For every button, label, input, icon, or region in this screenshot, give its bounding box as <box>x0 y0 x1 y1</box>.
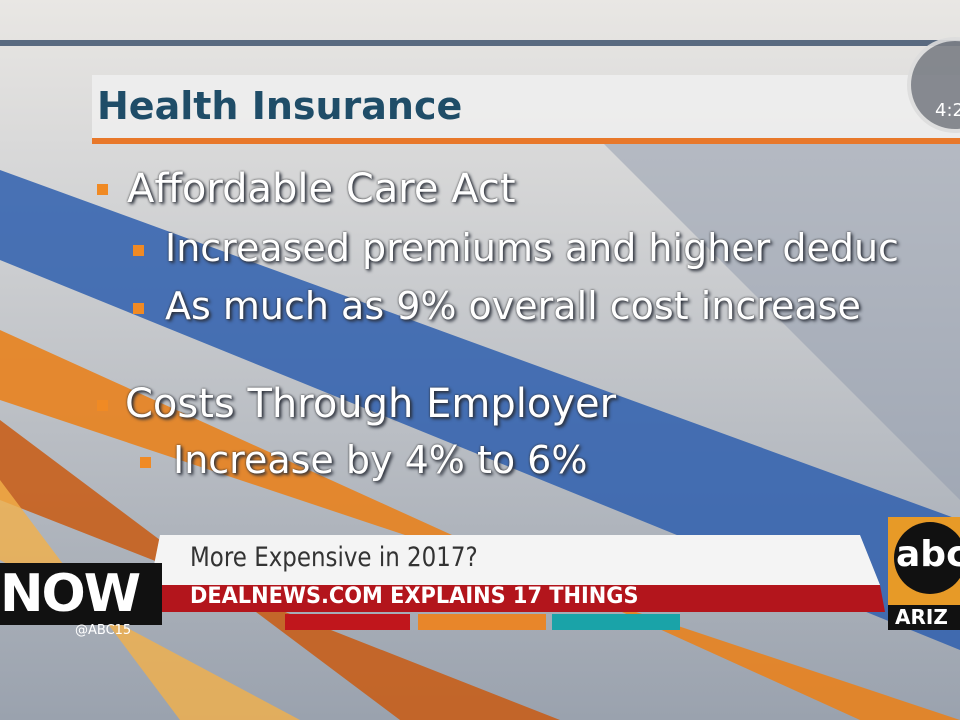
sub-bullet: Increased premiums and higher deduc <box>165 226 899 270</box>
bullet-icon <box>140 457 151 468</box>
bullet-icon <box>133 303 144 314</box>
now-logo: NOW <box>0 564 141 624</box>
bullet: Costs Through Employer <box>125 381 617 427</box>
network-logo: abc <box>896 534 960 575</box>
slide-title: Health Insurance <box>97 84 463 128</box>
bullet: Affordable Care Act <box>127 166 516 212</box>
headline: More Expensive in 2017? <box>190 542 478 573</box>
subhead: DEALNEWS.COM EXPLAINS 17 THINGS <box>190 584 639 609</box>
bullet-icon <box>97 400 108 411</box>
handle: @ABC15 <box>75 623 132 638</box>
clock: 4:2 <box>935 100 960 121</box>
sub-bullet: As much as 9% overall cost increase <box>165 284 861 328</box>
bullet-icon <box>97 184 108 195</box>
region: ARIZ <box>895 605 948 629</box>
bullet-icon <box>133 245 144 256</box>
sub-bullet: Increase by 4% to 6% <box>173 438 588 482</box>
